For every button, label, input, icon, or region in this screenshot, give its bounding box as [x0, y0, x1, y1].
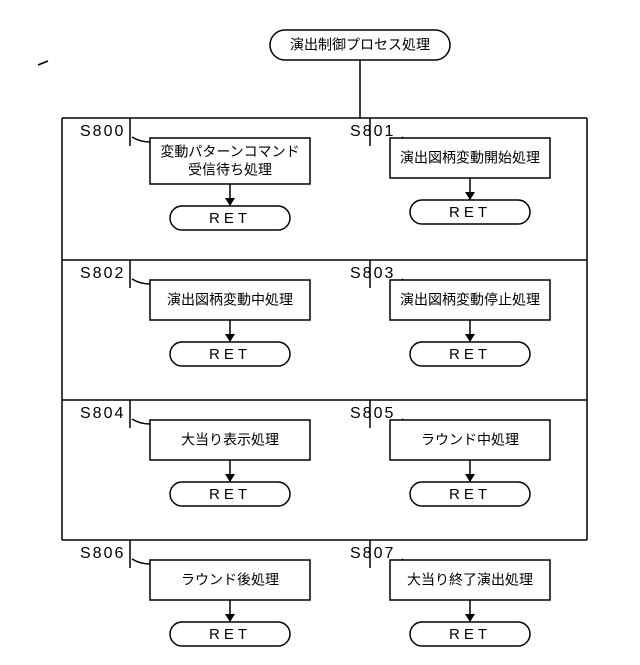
step-id: S801: [350, 123, 395, 140]
ret-label: RET: [449, 204, 491, 221]
ret-label: RET: [209, 626, 251, 643]
title-text: 演出制御プロセス処理: [290, 37, 430, 53]
process-label: ラウンド後処理: [181, 572, 279, 588]
step-id: S804: [80, 405, 125, 422]
step-id: S802: [80, 265, 125, 282]
process-label: ラウンド中処理: [421, 432, 519, 448]
ret-label: RET: [449, 486, 491, 503]
process-label: 大当り表示処理: [181, 432, 279, 448]
process-label: 変動パターンコマンド: [160, 144, 299, 160]
process-label: 大当り終了演出処理: [407, 572, 533, 588]
flowchart: 演出制御プロセス処理 S800 変動パターンコマンド受信待ち処理 RET S801 演出図…: [0, 0, 640, 665]
ret-label: RET: [209, 210, 251, 227]
ret-label: RET: [209, 346, 251, 363]
process-label: 演出図柄変動停止処理: [400, 292, 540, 308]
step-id: S800: [80, 123, 125, 140]
ret-label: RET: [209, 486, 251, 503]
process-label: 演出図柄変動開始処理: [400, 150, 540, 166]
step-id: S803: [350, 265, 395, 282]
ret-label: RET: [449, 346, 491, 363]
ret-label: RET: [449, 626, 491, 643]
process-label: 受信待ち処理: [188, 162, 272, 178]
step-id: S807: [350, 545, 395, 562]
step-id: S805: [350, 405, 395, 422]
process-label: 演出図柄変動中処理: [167, 292, 293, 308]
step-id: S806: [80, 545, 125, 562]
